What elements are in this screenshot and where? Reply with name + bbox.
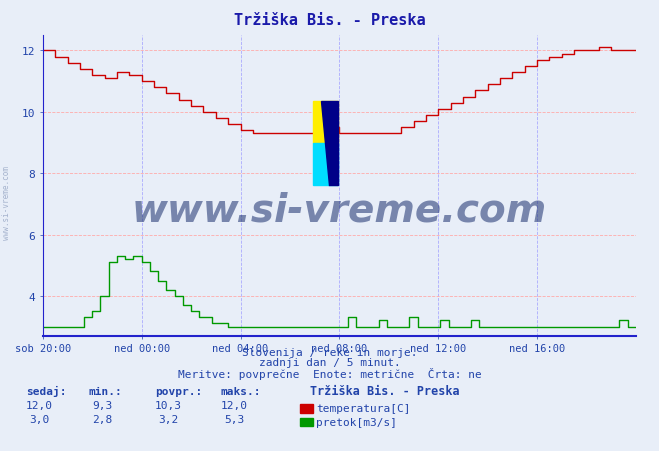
Text: 5,3: 5,3 [224, 414, 244, 423]
Text: 2,8: 2,8 [92, 414, 112, 423]
Text: Meritve: povprečne  Enote: metrične  Črta: ne: Meritve: povprečne Enote: metrične Črta:… [178, 368, 481, 379]
Text: maks.:: maks.: [221, 387, 261, 396]
Text: 3,0: 3,0 [30, 414, 49, 423]
Text: Tržiška Bis. - Preska: Tržiška Bis. - Preska [310, 385, 459, 398]
Text: 12,0: 12,0 [221, 400, 247, 410]
Text: zadnji dan / 5 minut.: zadnji dan / 5 minut. [258, 358, 401, 368]
Text: www.si-vreme.com: www.si-vreme.com [132, 191, 547, 229]
Text: pretok[m3/s]: pretok[m3/s] [316, 417, 397, 427]
Polygon shape [312, 144, 337, 186]
Text: www.si-vreme.com: www.si-vreme.com [2, 166, 11, 240]
Text: povpr.:: povpr.: [155, 387, 202, 396]
Text: Tržiška Bis. - Preska: Tržiška Bis. - Preska [234, 13, 425, 28]
Text: Slovenija / reke in morje.: Slovenija / reke in morje. [242, 347, 417, 357]
Polygon shape [322, 102, 337, 186]
Text: temperatura[C]: temperatura[C] [316, 403, 411, 413]
Polygon shape [312, 102, 337, 144]
Text: 10,3: 10,3 [155, 400, 181, 410]
Text: 3,2: 3,2 [158, 414, 178, 423]
Text: sedaj:: sedaj: [26, 386, 67, 396]
Text: 9,3: 9,3 [92, 400, 112, 410]
Text: 12,0: 12,0 [26, 400, 53, 410]
Text: min.:: min.: [89, 387, 123, 396]
